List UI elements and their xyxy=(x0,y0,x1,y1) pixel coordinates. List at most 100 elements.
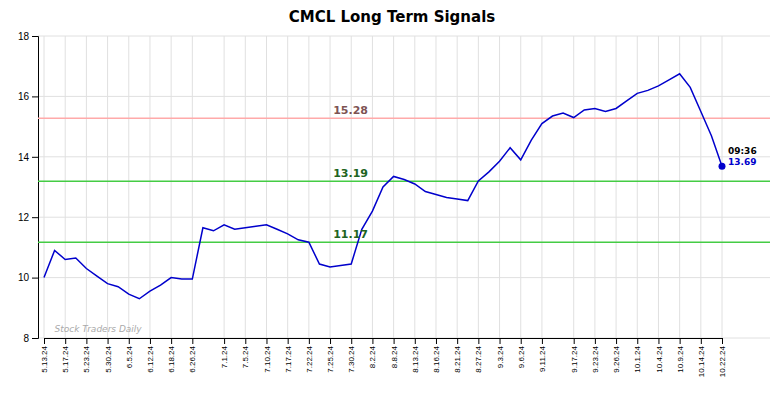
tick-mark xyxy=(457,338,458,344)
axis-line xyxy=(45,339,723,345)
tick-mark xyxy=(701,338,702,344)
grid-line-y xyxy=(38,277,770,278)
tick: 8.16.24 xyxy=(432,338,441,373)
grid-line-y xyxy=(38,217,770,218)
grid-line-x xyxy=(393,36,394,338)
grid-line-x xyxy=(287,36,288,338)
chart: CMCL Long Term Signals810121416185.13.24… xyxy=(0,0,784,398)
tick-label: 10.9.24 xyxy=(676,345,685,372)
tick: 5.23.24 xyxy=(82,338,91,373)
tick: 5.13.24 xyxy=(40,338,49,373)
tick-label: 7.5.24 xyxy=(241,345,250,368)
tick-mark xyxy=(288,338,289,344)
tick-mark xyxy=(542,338,543,344)
tick-label: 8.8.24 xyxy=(390,345,399,368)
grid-line-x xyxy=(351,36,352,338)
tick-label: 6.18.24 xyxy=(167,345,176,372)
grid-line-x xyxy=(107,36,108,338)
tick-label: 5.30.24 xyxy=(104,345,113,372)
grid xyxy=(38,36,770,338)
tick: 10.1.24 xyxy=(633,338,642,373)
tick-mark xyxy=(680,338,681,344)
tick-mark xyxy=(330,338,331,344)
grid-line-x xyxy=(499,36,500,338)
tick: 18 xyxy=(18,31,38,42)
tick: 9.17.24 xyxy=(570,338,579,373)
tick-mark xyxy=(351,338,352,344)
tick-mark xyxy=(595,338,596,344)
tick: 5.30.24 xyxy=(104,338,113,373)
grid-line-x xyxy=(372,36,373,338)
y-axis: 81012141618 xyxy=(18,31,39,344)
tick-label: 6.5.24 xyxy=(125,345,134,368)
tick-label: 8.27.24 xyxy=(474,345,483,372)
tick: 9.23.24 xyxy=(591,338,600,373)
tick: 6.26.24 xyxy=(188,338,197,373)
grid-line-y xyxy=(38,156,770,157)
tick-mark xyxy=(574,338,575,344)
tick: 8.21.24 xyxy=(453,338,462,373)
tick-mark xyxy=(616,338,617,344)
annotations: 15.2813.1911.1709:3613.69Stock Traders D… xyxy=(55,104,757,334)
tick-mark xyxy=(394,338,395,344)
tick-label: 9.26.24 xyxy=(612,345,621,372)
tick-label: 7.22.24 xyxy=(305,345,314,372)
tick-mark xyxy=(266,338,267,344)
tick-mark xyxy=(372,338,373,344)
grid-line-x xyxy=(457,36,458,338)
tick-label: 6.12.24 xyxy=(146,345,155,372)
tick-label: 9.6.24 xyxy=(517,345,526,368)
tick-label: 5.23.24 xyxy=(82,345,91,372)
tick-label: 7.30.24 xyxy=(347,345,356,372)
tick: 8.8.24 xyxy=(390,338,399,368)
tick-label: 10.1.24 xyxy=(633,345,642,372)
grid-line-x xyxy=(330,36,331,338)
grid-line-x xyxy=(700,36,701,338)
tick-mark xyxy=(245,338,246,344)
tick-mark xyxy=(500,338,501,344)
grid-line-x xyxy=(616,36,617,338)
tick: 7.25.24 xyxy=(326,338,335,373)
reference-label: 15.28 xyxy=(333,104,368,117)
tick-mark xyxy=(192,338,193,344)
tick-label: 5.13.24 xyxy=(40,345,49,372)
tick-mark xyxy=(171,338,172,344)
tick: 6.5.24 xyxy=(125,338,134,368)
grid-line-x xyxy=(478,36,479,338)
grid-line-x xyxy=(573,36,574,338)
tick-mark xyxy=(32,278,38,279)
tick-label: 10.14.24 xyxy=(697,345,706,377)
tick: 10.22.24 xyxy=(718,338,727,377)
tick: 9.11.24 xyxy=(538,338,547,372)
grid-line-x xyxy=(435,36,436,338)
grid-line-x xyxy=(65,36,66,338)
tick-label: 6.26.24 xyxy=(188,345,197,372)
grid-line-x xyxy=(637,36,638,338)
reference-label: 13.19 xyxy=(333,167,368,180)
grid-line-y xyxy=(38,96,770,97)
tick-label: 12 xyxy=(18,212,30,223)
tick-mark xyxy=(415,338,416,344)
tick-label: 8.21.24 xyxy=(453,345,462,372)
tick-label: 16 xyxy=(18,91,30,102)
tick-mark xyxy=(521,338,522,344)
tick-mark xyxy=(722,338,723,344)
grid-line-x xyxy=(44,36,45,338)
watermark: Stock Traders Daily xyxy=(55,324,143,334)
x-axis: 5.13.245.17.245.23.245.30.246.5.246.12.2… xyxy=(40,338,727,377)
marks xyxy=(38,74,770,299)
tick-label: 8.16.24 xyxy=(432,345,441,372)
grid-line-x xyxy=(414,36,415,338)
tick-label: 7.10.24 xyxy=(263,345,272,372)
grid-line-x xyxy=(192,36,193,338)
tick-mark xyxy=(32,36,38,37)
tick: 8 xyxy=(23,333,38,344)
tick-label: 10.22.24 xyxy=(718,345,727,377)
axis-line xyxy=(32,37,39,339)
tick: 10.14.24 xyxy=(697,338,706,377)
tick-mark xyxy=(65,338,66,344)
tick-label: 9.11.24 xyxy=(538,345,547,372)
tick-label: 10.4.24 xyxy=(654,345,663,372)
tick-label: 8 xyxy=(23,333,29,344)
tick: 6.12.24 xyxy=(146,338,155,373)
